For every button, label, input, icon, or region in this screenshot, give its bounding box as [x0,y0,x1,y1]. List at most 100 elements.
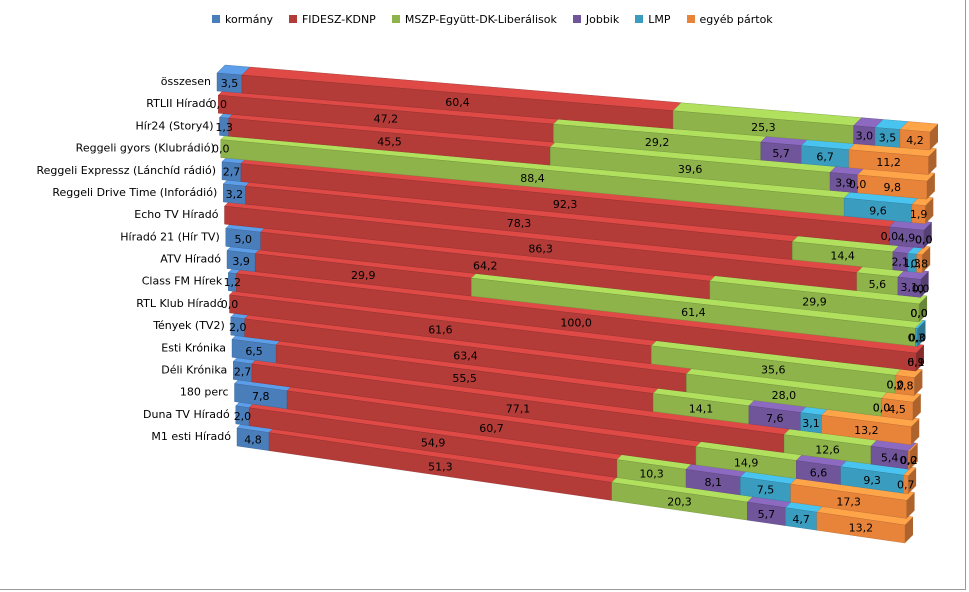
data-label: 0,0 [849,178,867,191]
category-label: ATV Híradó [160,253,221,266]
data-label: 47,2 [374,113,399,126]
data-label: 3,2 [226,188,244,201]
data-label: 9,8 [883,181,901,194]
data-label: 1,3 [215,121,233,134]
category-label: Híradó 21 (Hír TV) [120,230,219,243]
bar-side [915,345,924,372]
legend-label: Jobbik [585,12,620,26]
bar-side [926,173,935,200]
data-label: 0,2 [900,454,918,467]
legend: kormány FIDESZ-KDNP MSZP-Együtt-DK-Liberál… [212,10,789,28]
data-label: 4,5 [888,403,906,416]
category-label: 180 perc [180,386,229,399]
category-label: Echo TV Híradó [134,208,219,221]
data-label: 78,3 [507,217,532,230]
data-label: 11,2 [876,156,901,169]
data-label: 7,6 [766,412,784,425]
legend-item-0: kormány [212,13,273,26]
legend-swatch [635,15,644,23]
data-label: 6,7 [816,151,834,164]
legend-swatch [288,15,297,23]
category-label: Hír24 (Story4) [136,119,214,132]
data-label: 0,0 [212,143,230,156]
data-label: 0,3 [908,331,926,344]
data-label: 35,6 [761,364,786,377]
bar-side [909,443,918,470]
data-label: 45,5 [377,136,402,149]
data-label: 0,0 [900,454,918,467]
data-label: 0,0 [886,378,904,391]
category-label: Duna TV Híradó [143,408,230,421]
data-label: 5,7 [772,147,790,160]
data-label: 0,0 [873,401,891,414]
data-label: 3,1 [901,281,919,294]
data-label: 1,2 [224,276,242,289]
data-label: 2,0 [229,321,247,334]
bar-side [930,124,938,150]
category-label: Déli Krónika [161,363,227,376]
bar-side [925,197,934,224]
legend-swatch [572,15,581,23]
data-label: 0,0 [873,401,891,414]
data-label: 61,4 [681,306,706,319]
data-label: 100,0 [560,316,592,329]
bar-side [917,320,926,347]
data-label: 0,8 [911,258,929,271]
data-label: 13,2 [854,424,879,437]
bar-side [905,517,913,543]
data-label: 0 [917,282,924,295]
data-label: 4,7 [792,513,810,526]
category-label: Reggeli Expressz (Lánchíd rádió) [37,164,217,177]
data-label: 2,8 [896,379,914,392]
data-label: 92,3 [553,198,578,211]
data-label: 6,1 [907,356,925,369]
data-label: 0,0 [910,307,928,320]
data-label: 4,9 [898,232,916,245]
bar-side [908,467,917,494]
legend-item-5: egyéb pártok [686,12,773,26]
data-label: 0,0 [915,233,933,246]
data-label: 0,0 [221,298,239,311]
legend-label: kormány [225,12,273,26]
bar-side [919,295,928,322]
legend-label: egyéb pártok [699,12,773,26]
category-label: összesen [161,75,211,88]
data-label: 1,9 [910,208,928,221]
data-label: 13,2 [849,522,874,535]
legend-swatch [391,15,400,23]
data-label: 29,2 [645,136,670,149]
data-label: 0,7 [897,479,915,492]
data-label: 0,0 [910,307,928,320]
legend-swatch [212,15,220,23]
data-label: 7,5 [757,484,775,497]
data-label: 14,1 [689,403,714,416]
bar-side [928,148,937,175]
data-label: 0,0 [912,282,930,295]
data-label: 64,2 [473,260,498,273]
data-label: 5,0 [234,233,252,246]
category-label: Class FM Hírek [142,275,223,288]
data-label: 6,6 [810,467,828,480]
data-label: 29,9 [802,296,827,309]
data-label: 63,4 [453,349,478,362]
data-label: 0,0 [909,332,927,345]
legend-swatch [686,15,695,23]
bar-side [923,222,932,249]
legend-label: LMP [648,12,671,26]
data-label: 0,0 [915,233,933,246]
data-label: 5,7 [758,508,776,521]
data-label: 4,8 [244,433,262,446]
data-label: 61,6 [428,323,453,336]
data-label: 3,1 [802,417,820,430]
category-label: Esti Krónika [161,341,226,354]
data-label: 1,3 [903,257,921,270]
category-label: RTL Klub Híradó [136,297,223,310]
data-label: 0,0 [881,230,899,243]
legend-item-4: LMP [635,12,671,26]
data-label: 77,1 [506,402,531,415]
data-label: 0,9 [907,356,925,369]
data-label: 9,6 [869,204,887,217]
category-label: Reggeli gyors (Klubrádió) [76,142,215,155]
data-label: 2,1 [891,256,909,269]
